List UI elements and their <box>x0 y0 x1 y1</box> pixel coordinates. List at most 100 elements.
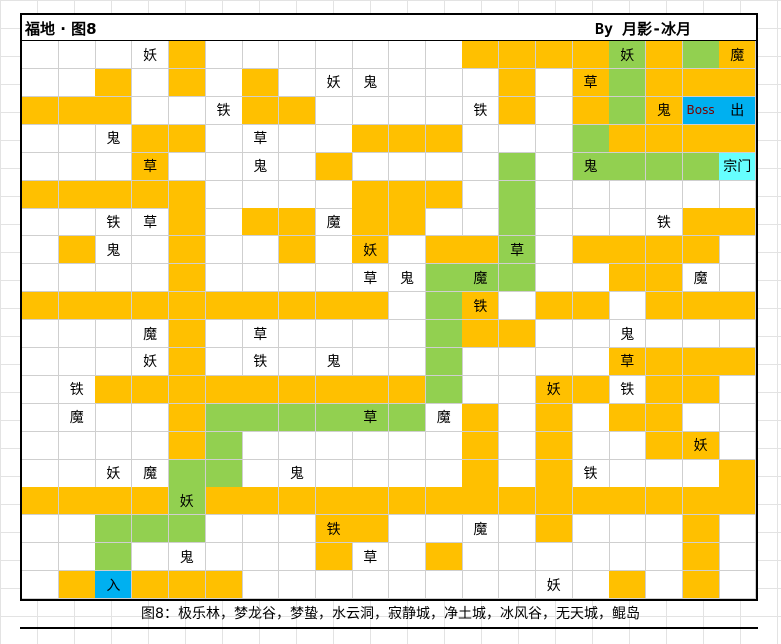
map-cell <box>242 459 280 488</box>
map-cell <box>315 431 353 460</box>
map-cell: 铁 <box>58 375 96 404</box>
map-cell <box>499 487 537 516</box>
map-cell <box>315 292 353 321</box>
cell-label: 妖 <box>546 577 561 594</box>
map-cell <box>278 431 316 460</box>
map-cell: 鬼 <box>278 459 316 488</box>
map-cell <box>462 320 500 348</box>
map-cell <box>682 375 720 404</box>
map-cell <box>95 264 133 293</box>
cell-label: 铁 <box>106 214 121 231</box>
map-cell <box>572 180 610 209</box>
cell-label: 魔 <box>143 466 158 482</box>
map-cell <box>682 152 720 181</box>
map-cell <box>22 124 59 153</box>
map-cell <box>132 515 170 544</box>
map-cell <box>499 375 537 404</box>
map-cell <box>389 152 426 181</box>
map-cell <box>425 208 463 237</box>
map-title: 福地 · 图8 <box>25 20 97 38</box>
map-cell <box>242 96 280 125</box>
cell-label: 宗门 <box>723 159 752 176</box>
map-cell <box>168 403 206 432</box>
map-cell <box>205 180 243 209</box>
map-cell <box>572 431 610 460</box>
cell-label: 铁 <box>216 103 231 120</box>
map-cell <box>499 124 537 153</box>
map-cell: 草 <box>572 68 610 97</box>
map-cell <box>609 292 647 321</box>
cell-label: 草 <box>143 159 158 176</box>
cell-label: 魔 <box>326 214 341 231</box>
map-cell <box>682 124 720 153</box>
map-cell <box>22 96 59 125</box>
map-cell <box>719 571 757 600</box>
map-cell <box>499 180 537 209</box>
map-cell <box>682 571 720 600</box>
cell-label: 出 <box>730 103 745 120</box>
map-cell <box>719 68 757 97</box>
cell-label: 铁 <box>326 521 341 538</box>
map-cell <box>22 320 59 348</box>
map-cell <box>242 236 280 265</box>
map-cell <box>168 68 206 97</box>
map-cell <box>572 403 610 432</box>
map-cell <box>205 571 243 600</box>
map-cell <box>499 264 537 293</box>
map-cell <box>719 264 757 293</box>
cell-label: 草 <box>363 549 378 566</box>
map-cell <box>95 96 133 125</box>
map-cell <box>205 403 243 432</box>
map-cell <box>389 403 426 432</box>
map-cell: 鬼 <box>315 347 353 376</box>
map-cell <box>462 347 500 376</box>
cell-label: 草 <box>363 410 378 427</box>
bottom-rule <box>20 627 758 629</box>
map-cell <box>572 375 610 404</box>
map-cell: 妖 <box>132 347 170 376</box>
map-cell <box>719 292 757 321</box>
map-cell <box>645 375 683 404</box>
map-cell: 草 <box>352 403 390 432</box>
map-cell <box>719 124 757 153</box>
cell-label: 草 <box>253 326 268 343</box>
map-cell <box>389 208 426 237</box>
map-cell <box>205 320 243 348</box>
map-cell <box>645 320 683 348</box>
cell-label: 入 <box>106 577 121 594</box>
map-cell <box>58 124 96 153</box>
map-cell <box>95 375 133 404</box>
map-cell: 入 <box>95 571 133 600</box>
map-cell <box>462 571 500 600</box>
map-cell: 草 <box>352 543 390 572</box>
map-cell: 魔 <box>719 41 757 69</box>
cell-label: 妖 <box>106 466 121 482</box>
map-cell: 魔 <box>58 403 96 432</box>
map-cell <box>315 236 353 265</box>
map-caption: 图8：极乐林，梦龙谷，梦蛰，水云洞，寂静城，净土城，冰风谷，无天城，鲲岛 <box>141 606 640 622</box>
map-cell <box>168 375 206 404</box>
map-cell <box>535 208 573 237</box>
map-cell <box>682 487 720 516</box>
map-cell <box>168 152 206 181</box>
cell-label: Boss <box>686 103 715 118</box>
map-cell <box>609 236 647 265</box>
map-cell <box>682 180 720 209</box>
map-cell <box>719 320 757 348</box>
cell-label: 草 <box>510 242 525 259</box>
map-cell <box>645 431 683 460</box>
map-cell <box>389 375 426 404</box>
map-cell <box>462 431 500 460</box>
map-cell <box>278 543 316 572</box>
map-cell <box>609 208 647 237</box>
map-cell <box>352 292 390 321</box>
map-cell <box>535 403 573 432</box>
map-cell <box>205 375 243 404</box>
map-cell <box>132 431 170 460</box>
map-cell <box>352 96 390 125</box>
map-cell <box>205 347 243 376</box>
map-cell <box>499 459 537 488</box>
map-cell <box>389 487 426 516</box>
map-cell <box>462 543 500 572</box>
map-cell: Boss <box>682 96 720 125</box>
